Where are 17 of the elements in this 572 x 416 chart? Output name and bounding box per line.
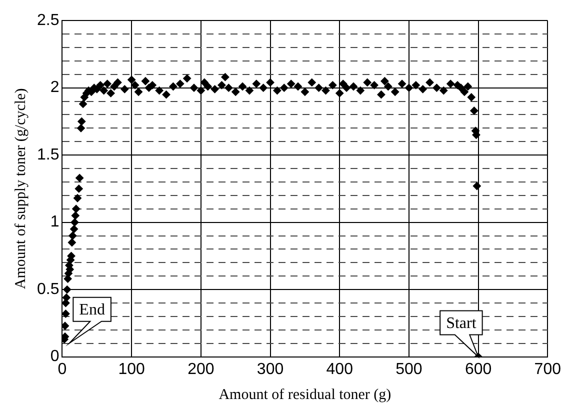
y-tick-label: 1.5 — [36, 146, 60, 164]
x-tick-label: 300 — [256, 360, 284, 378]
x-tick-label: 400 — [326, 360, 354, 378]
x-tick-label: 500 — [396, 360, 422, 378]
annotation: End — [79, 302, 105, 319]
x-tick-label: 600 — [464, 360, 492, 378]
y-tick-label: 2.5 — [36, 12, 60, 30]
x-tick-label: 200 — [188, 360, 214, 378]
y-axis-title: Amount of supply toner (g/cycle) — [12, 88, 29, 290]
annotation: Start — [446, 315, 477, 332]
y-tick-label: 0.5 — [36, 280, 60, 298]
x-tick-label: 700 — [534, 360, 562, 378]
x-tick-label: 100 — [118, 360, 146, 378]
x-axis-title: Amount of residual toner (g) — [218, 386, 392, 403]
y-tick-label: 0 — [50, 348, 60, 366]
y-tick-label: 2 — [50, 79, 60, 96]
y-tick-label: 1 — [50, 214, 60, 231]
